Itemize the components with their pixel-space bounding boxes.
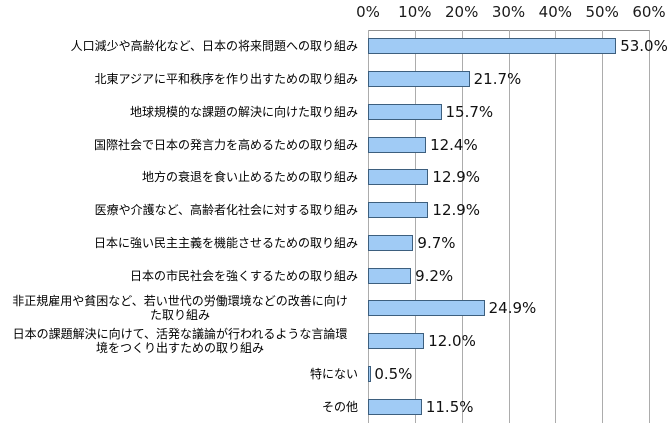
bar [368,103,442,120]
bar [368,333,425,350]
bar [368,398,422,415]
value-label: 12.0% [428,332,476,351]
x-tick-label: 60% [632,3,666,21]
value-label: 0.5% [374,364,413,383]
x-tick-label: 0% [356,3,380,21]
x-tick-label: 10% [398,3,432,21]
bar [368,38,617,55]
category-label: その他 [2,390,358,423]
value-label: 53.0% [620,37,668,56]
value-label: 24.9% [488,299,537,318]
bar [368,365,371,382]
category-label-text: 非正規雇用や貧困など、若い世代の労働環境などの改善に向け た取り組み [12,294,348,323]
bar [368,71,470,88]
bar [368,234,414,251]
bar [368,300,485,317]
category-label-text: 日本に強い民主主義を機能させるための取り組み [93,235,358,250]
x-tick-label: 40% [538,3,572,21]
category-label-text: 地方の衰退を食い止めるための取り組み [141,170,358,185]
value-label: 9.7% [417,233,456,252]
value-label: 9.2% [415,266,454,285]
gridline [414,30,416,423]
category-label: 地球規模的な課題の解決に向けた取り組み [2,96,358,129]
category-label: 日本に強い民主主義を機能させるための取り組み [2,227,358,260]
category-label-text: 特にない [309,366,358,381]
gridline [649,30,650,423]
category-label-text: 人口減少や高齢化など、日本の将来問題への取り組み [70,39,358,54]
gridline [461,30,463,423]
category-label-text: 北東アジアに平和秩序を作り出すための取り組み [94,72,358,87]
category-label: 特にない [2,358,358,391]
bar [368,267,412,284]
value-label: 12.4% [430,135,478,154]
value-label: 12.9% [432,201,481,220]
gridline [555,30,557,423]
value-label: 11.5% [425,397,474,416]
category-label: 医療や介護など、高齢者化社会に対する取り組み [2,194,358,227]
category-label-text: その他 [321,399,358,414]
bar [368,136,427,153]
bar [368,202,429,219]
category-label: 北東アジアに平和秩序を作り出すための取り組み [2,63,358,96]
gridline [368,30,369,423]
value-label: 21.7% [473,70,522,89]
category-label-text: 地球規模的な課題の解決に向けた取り組み [129,104,358,119]
category-label-text: 日本の課題解決に向けて、活発な議論が行われるような言論環 境をつくり出すための取… [12,327,348,356]
category-label: 地方の衰退を食い止めるための取り組み [2,161,358,194]
value-label: 12.9% [432,168,481,187]
gridline [602,30,604,423]
category-label: 人口減少や高齢化など、日本の将来問題への取り組み [2,30,358,63]
x-tick-label: 50% [585,3,619,21]
category-label-text: 国際社会で日本の発言力を高めるための取り組み [93,137,358,152]
x-tick-label: 20% [444,3,479,21]
gridline [508,30,510,423]
category-label-text: 医療や介護など、高齢者化社会に対する取り組み [94,203,358,218]
value-label: 15.7% [445,102,494,121]
category-label: 日本の市民社会を強くするための取り組み [2,259,358,292]
category-label: 非正規雇用や貧困など、若い世代の労働環境などの改善に向け た取り組み [2,292,358,325]
category-label: 国際社会で日本の発言力を高めるための取り組み [2,128,358,161]
bar [368,169,429,186]
category-label-text: 日本の市民社会を強くするための取り組み [129,268,358,283]
x-tick-label: 30% [491,3,526,21]
category-label: 日本の課題解決に向けて、活発な議論が行われるような言論環 境をつくり出すための取… [2,325,358,358]
